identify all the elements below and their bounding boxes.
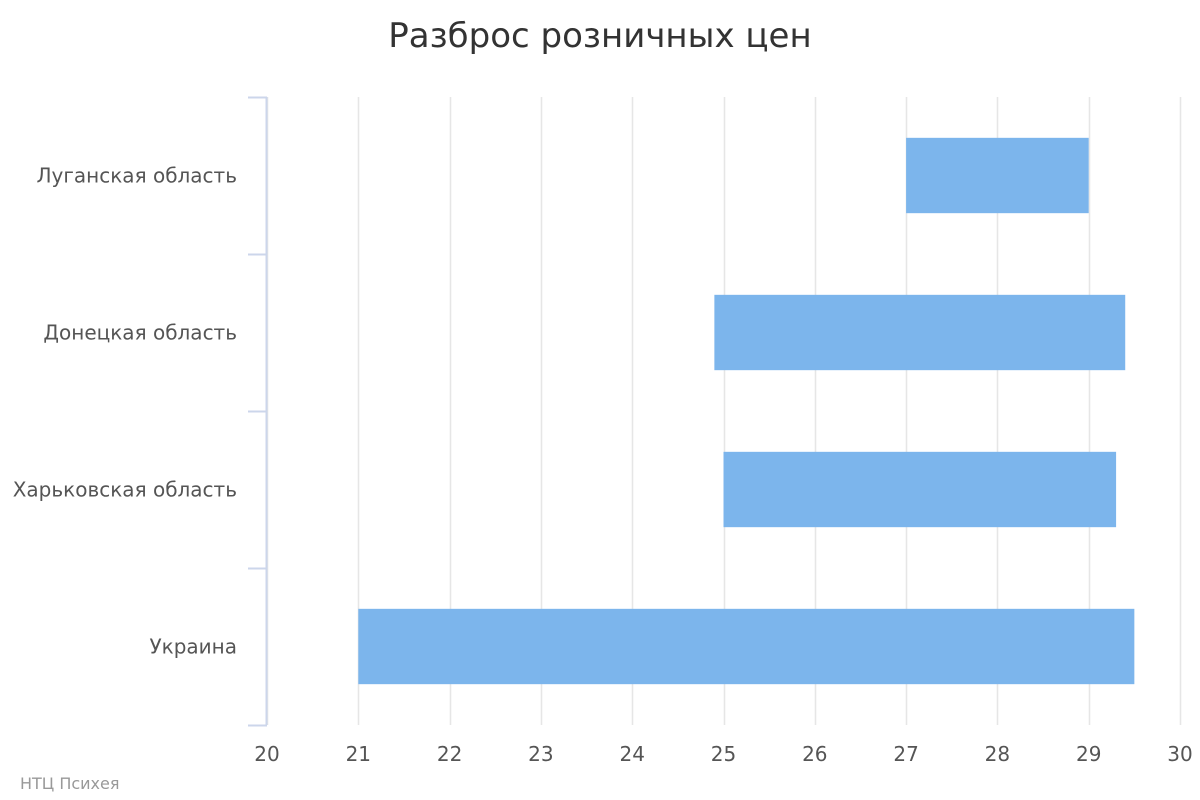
x-tick-label: 29 (1076, 742, 1101, 766)
x-tick-label: 20 (254, 742, 279, 766)
x-tick-label: 25 (711, 742, 736, 766)
category-label: Харьковская область (13, 478, 237, 502)
x-tick-label: 21 (346, 742, 371, 766)
bar-range[interactable] (723, 451, 1117, 528)
category-axis (248, 96, 268, 727)
category-label: Донецкая область (43, 321, 237, 345)
bar-range[interactable] (906, 137, 1089, 214)
x-tick-label: 26 (802, 742, 827, 766)
plot-area (358, 137, 1135, 685)
category-label: Украина (149, 635, 237, 659)
category-label: Луганская область (37, 164, 237, 188)
x-tick-label: 24 (619, 742, 644, 766)
category-labels: Луганская область Донецкая область Харьков… (13, 164, 237, 659)
credits-text: НТЦ Психея (20, 774, 119, 793)
value-axis-labels: 20 21 22 23 24 25 26 27 28 29 30 (254, 742, 1192, 766)
bar-range[interactable] (358, 608, 1135, 685)
chart-title: Разброс розничных цен (388, 16, 811, 56)
x-tick-label: 27 (893, 742, 918, 766)
x-tick-label: 28 (985, 742, 1010, 766)
x-tick-label: 23 (528, 742, 553, 766)
x-tick-label: 22 (437, 742, 462, 766)
bar-range[interactable] (714, 294, 1126, 371)
x-tick-label: 30 (1167, 742, 1192, 766)
